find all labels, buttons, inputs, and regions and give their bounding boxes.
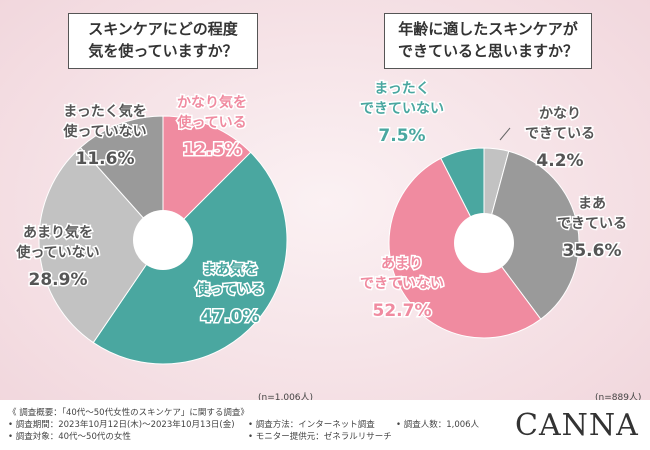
chart2-slice-4-label-line-1: まったく	[374, 81, 429, 97]
chart2-slice-2-label-line-1: まあ	[578, 196, 606, 212]
brand-logo: CANNA	[515, 408, 639, 443]
survey-count: • 調査人数：1,006人	[396, 420, 480, 430]
chart1-slice-3-value: 28.9%	[29, 270, 88, 290]
chart1-donut-hole	[133, 210, 193, 270]
survey-footer: 《 調査概要：「40代～50代女性のスキンケア」に関する調査》 • 調査期間：2…	[0, 400, 650, 450]
chart2-slice-2-value: 35.6%	[563, 241, 622, 261]
chart2-slice-4-label-line-2: できていない	[360, 101, 444, 117]
chart2-donut-hole	[454, 213, 514, 273]
chart2-slice-3-value: 52.7%	[373, 301, 432, 321]
chart1-slice-2-value: 47.0%	[201, 307, 260, 327]
chart2-slice-3-label-line-2: できていない	[360, 276, 444, 292]
left-question-box: スキンケアにどの程度 気を使っていますか？	[68, 13, 258, 69]
chart2-slice-4-value: 7.5%	[378, 126, 425, 146]
left-question-line-1: スキンケアにどの程度	[88, 20, 238, 38]
survey-target: • 調査対象：40代～50代の女性	[8, 432, 131, 442]
right-question-box: 年齢に適したスキンケアが できていると思いますか？	[384, 13, 592, 69]
chart1-slice-4-label-line-2: 使っていない	[62, 123, 146, 140]
survey-provider: • モニター提供元：ゼネラルリサーチ	[248, 432, 392, 442]
chart1-slice-4-label-line-1: まったく気を	[63, 103, 146, 120]
chart2-leader-line	[499, 127, 511, 141]
chart1-slice-1-label-line-2: 使っている	[176, 114, 246, 131]
chart1-slice-1-value: 12.5%	[183, 140, 242, 160]
chart1-slice-1-label-line-1: かなり気を	[177, 94, 247, 111]
right-question-line-2: できていると思いますか？	[397, 42, 578, 60]
right-sample-size: (n=889人)	[595, 393, 642, 403]
chart1-slice-4	[79, 115, 164, 242]
chart1-slice-3-label-line-2: 使っていない	[15, 244, 99, 261]
chart2-slice-1-label-line-2: できている	[525, 126, 595, 142]
chart1-slice-2	[92, 151, 288, 365]
left-sample-size: (n=1,006人)	[258, 393, 314, 403]
chart1-slice-2-label-line-1: まあ気を	[202, 261, 258, 278]
chart2-slice-1-label-line-1: かなり	[539, 106, 581, 122]
left-question-line-2: 気を使っていますか？	[88, 42, 238, 60]
survey-method: • 調査方法：インターネット調査	[248, 420, 375, 430]
chart1-slice-3-label-line-1: あまり気を	[23, 224, 93, 241]
chart2-slice-2	[483, 150, 580, 320]
chart2-slice-2-label-line-2: できている	[557, 216, 627, 232]
chart1-slice-1	[162, 115, 252, 242]
survey-period: • 調査期間：2023年10月12日(木)～2023年10月13日(金)	[8, 420, 235, 430]
chart1-slice-3	[38, 146, 164, 344]
chart1-slice-4-value: 11.6%	[76, 149, 135, 169]
right-question-line-1: 年齢に適したスキンケアが	[398, 20, 578, 38]
survey-heading: 《 調査概要：「40代～50代女性のスキンケア」に関する調査》	[8, 408, 249, 418]
chart1-slice-2-label-line-2: 使っている	[194, 281, 264, 298]
chart2-slice-3-label-line-1: あまり	[381, 256, 423, 272]
chart2-slice-1-value: 4.2%	[536, 151, 583, 171]
